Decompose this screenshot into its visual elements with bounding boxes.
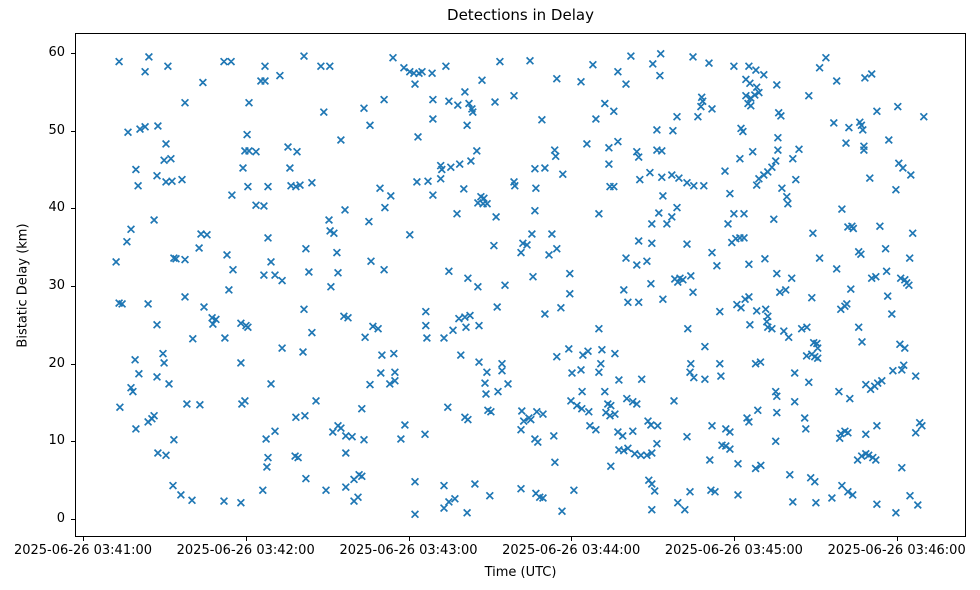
x-tick-label: 2025-06-26 03:45:00 — [664, 543, 803, 558]
chart-title: Detections in Delay — [447, 6, 594, 24]
y-tick — [71, 441, 75, 443]
x-tick-label: 2025-06-26 03:44:00 — [502, 543, 641, 558]
x-axis-label: Time (UTC) — [484, 565, 557, 580]
plot-area — [75, 33, 966, 537]
y-tick — [71, 53, 75, 54]
y-tick-label: 0 — [56, 511, 65, 526]
x-tick — [245, 537, 247, 541]
x-tick-label: 2025-06-26 03:42:00 — [176, 543, 315, 558]
y-tick — [71, 363, 75, 365]
y-tick — [71, 130, 75, 132]
x-tick — [571, 537, 573, 541]
x-tick-label: 2025-06-26 03:46:00 — [827, 543, 966, 558]
x-tick — [408, 537, 410, 541]
x-tick — [83, 537, 84, 541]
x-tick — [733, 537, 735, 541]
y-tick-label: 30 — [48, 278, 65, 293]
x-tick — [896, 537, 898, 541]
y-tick-label: 40 — [48, 200, 65, 216]
y-tick — [71, 286, 75, 287]
y-tick — [71, 519, 75, 520]
y-tick-label: 10 — [48, 433, 65, 449]
y-tick-label: 60 — [48, 45, 65, 60]
x-tick-label: 2025-06-26 03:41:00 — [13, 543, 153, 558]
y-tick — [71, 208, 75, 210]
y-tick-label: 20 — [48, 355, 65, 371]
x-tick-label: 2025-06-26 03:43:00 — [339, 543, 478, 558]
y-tick-label: 50 — [48, 122, 65, 138]
